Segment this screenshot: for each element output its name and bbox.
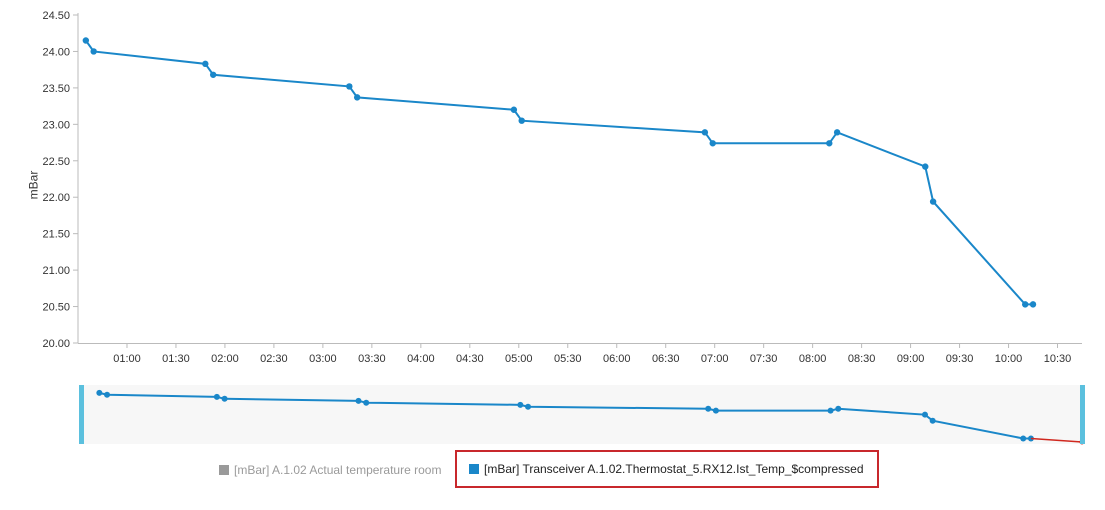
y-tick-label: 21.00 [42, 265, 70, 277]
data-point [202, 60, 209, 68]
legend-swatch-icon [219, 465, 229, 475]
data-point [510, 106, 518, 113]
data-point [929, 198, 937, 205]
legend-label: [mBar] A.1.02 Actual temperature room [234, 463, 442, 477]
navigator-left-handle[interactable] [79, 385, 84, 444]
x-tick-label: 09:00 [897, 353, 925, 365]
data-point [346, 83, 353, 90]
x-tick-label: 08:30 [848, 353, 876, 365]
navigator-data-point [929, 417, 936, 424]
navigator-data-point [104, 391, 111, 398]
navigator-data-point [1020, 435, 1027, 442]
y-axis-label: mBar [26, 170, 41, 200]
legend-item-transceiver-temp[interactable]: [mBar] Transceiver A.1.02.Thermostat_5.R… [455, 450, 879, 488]
x-tick-label: 02:00 [211, 353, 239, 365]
navigator-data-point [363, 399, 370, 406]
x-tick-label: 02:30 [260, 353, 288, 365]
y-tick-label: 22.00 [42, 192, 70, 204]
legend-label: [mBar] Transceiver A.1.02.Thermostat_5.R… [484, 462, 864, 476]
data-point [1029, 301, 1037, 308]
data-point [701, 129, 709, 136]
data-point [1021, 301, 1029, 308]
navigator-data-point [96, 389, 103, 396]
navigator-data-point [221, 395, 228, 402]
y-tick-label: 23.50 [42, 83, 70, 95]
y-tick-label: 22.50 [42, 156, 70, 168]
x-tick-label: 10:30 [1044, 353, 1072, 365]
navigator-data-point [213, 393, 220, 400]
x-tick-label: 01:30 [162, 353, 190, 365]
navigator-tail-point [1079, 439, 1085, 445]
main-chart: 20.00 20.50 21.00 21.50 22.00 22.50 23.00 23.50… [42, 10, 1082, 365]
y-tick-label: 24.50 [42, 10, 70, 22]
x-tick-label: 05:30 [554, 353, 582, 365]
y-tick-label: 20.00 [42, 338, 70, 350]
data-point [82, 37, 90, 44]
navigator-tail-line [1030, 437, 1083, 443]
x-tick-label: 10:00 [995, 353, 1023, 365]
navigator-right-handle[interactable] [1080, 385, 1085, 444]
data-point [518, 117, 525, 124]
data-point [353, 94, 361, 101]
data-point [833, 129, 841, 136]
navigator-data-point [355, 397, 362, 404]
data-point [709, 140, 716, 147]
legend: [mBar] A.1.02 Actual temperature room [m… [0, 449, 1105, 491]
x-tick-label: 05:00 [505, 353, 533, 365]
x-tick-label: 08:00 [799, 353, 827, 365]
y-tick-label: 23.00 [42, 119, 70, 131]
legend-swatch-icon [469, 464, 479, 474]
navigator-series-line [99, 391, 1031, 440]
navigator-background [82, 385, 1082, 444]
x-tick-label: 07:00 [701, 353, 729, 365]
data-point [90, 48, 97, 55]
legend-item-actual-temperature[interactable]: [mBar] A.1.02 Actual temperature room [219, 463, 441, 477]
x-tick-label: 07:30 [750, 353, 778, 365]
x-tick-label: 09:30 [946, 353, 974, 365]
navigator-data-point [525, 403, 532, 410]
y-tick-label: 20.50 [42, 302, 70, 314]
navigator-data-point [705, 405, 712, 412]
x-tick-label: 06:30 [652, 353, 680, 365]
y-tick-label: 24.00 [42, 46, 70, 58]
data-point [209, 71, 217, 78]
x-tick-label: 04:00 [407, 353, 435, 365]
x-tick-label: 06:00 [603, 353, 631, 365]
data-point [922, 163, 929, 170]
series-line [85, 39, 1034, 306]
x-tick-label: 01:00 [113, 353, 141, 365]
navigator-data-point [827, 407, 834, 414]
navigator-data-point [921, 411, 928, 418]
navigator-data-point [517, 401, 524, 408]
y-tick-label: 21.50 [42, 229, 70, 241]
x-tick-label: 04:30 [456, 353, 484, 365]
x-tick-label: 03:30 [358, 353, 386, 365]
navigator-data-point [835, 405, 842, 412]
navigator-data-point [1027, 435, 1034, 442]
x-tick-label: 03:00 [309, 353, 337, 365]
data-point [826, 140, 833, 147]
navigator-data-point [712, 407, 719, 414]
